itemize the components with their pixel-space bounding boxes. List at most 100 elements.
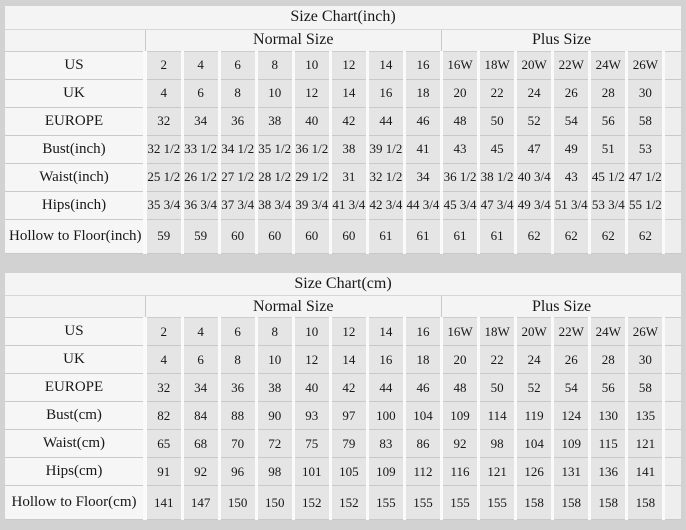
table-cell: 72 xyxy=(254,429,294,458)
table-cell: 40 3/4 xyxy=(514,163,553,192)
table-cell: 16 xyxy=(365,345,405,374)
table-cell: 158 xyxy=(588,485,627,520)
table-cell: 53 3/4 xyxy=(588,191,627,220)
table-cell: 18W xyxy=(477,51,516,80)
table-cell: 158 xyxy=(625,485,664,520)
table-row: EUROPE 32 34 36 38 40 42 44 46 48 50 52 54 56 58 xyxy=(5,373,681,402)
table-cell: 4 xyxy=(180,317,220,346)
row-label: Waist(cm) xyxy=(5,429,145,458)
table-cell: 155 xyxy=(402,485,442,520)
filler-cell xyxy=(662,107,681,136)
table-cell: 34 xyxy=(180,373,220,402)
table-cell: 61 xyxy=(365,219,405,254)
table-cell: 126 xyxy=(514,457,553,486)
table-cell: 115 xyxy=(588,429,627,458)
table-cell: 51 3/4 xyxy=(551,191,590,220)
table-cell: 26 xyxy=(551,79,590,108)
table-cell: 152 xyxy=(328,485,368,520)
table-cell: 83 xyxy=(365,429,405,458)
table-cell: 32 xyxy=(142,373,183,402)
table-cell: 28 xyxy=(588,79,627,108)
table-cell: 10 xyxy=(254,79,294,108)
table-cell: 12 xyxy=(291,79,331,108)
table-cell: 10 xyxy=(291,317,331,346)
table-cell: 60 xyxy=(291,219,331,254)
row-label: Bust(inch) xyxy=(5,135,145,164)
size-chart-table-cm: Size Chart(cm) Normal Size Plus Size US 2… xyxy=(5,272,681,520)
table-cell: 38 xyxy=(254,373,294,402)
table-cell: 47 3/4 xyxy=(477,191,516,220)
row-label: Hips(cm) xyxy=(5,457,145,486)
row-label: Bust(cm) xyxy=(5,401,145,430)
table-cell: 12 xyxy=(291,345,331,374)
group-header-plus-size: Plus Size xyxy=(441,29,681,52)
table-row: UK 4 6 8 10 12 14 16 18 20 22 24 26 28 30 xyxy=(5,345,681,374)
table-cell: 36 1/2 xyxy=(439,163,479,192)
table-row: Hollow to Floor(cm) 141 147 150 150 152 152 155… xyxy=(5,485,681,520)
table-cell: 18W xyxy=(477,317,516,346)
table-cell: 44 xyxy=(365,373,405,402)
table-cell: 104 xyxy=(514,429,553,458)
table-cell: 22 xyxy=(477,79,516,108)
table-cell: 116 xyxy=(439,457,479,486)
table-cell: 61 xyxy=(402,219,442,254)
row-label: Hips(inch) xyxy=(5,191,145,220)
table-cell: 22W xyxy=(551,317,590,346)
table-cell: 141 xyxy=(142,485,183,520)
table-cell: 31 xyxy=(328,163,368,192)
table-cell: 20 xyxy=(439,345,479,374)
table-cell: 38 xyxy=(328,135,368,164)
table-row: Hips(cm) 91 92 96 98 101 105 109 112 116 121 126 131… xyxy=(5,457,681,486)
table-cell: 29 1/2 xyxy=(291,163,331,192)
group-header-plus-size: Plus Size xyxy=(441,295,681,318)
table-cell: 59 xyxy=(142,219,183,254)
table-cell: 84 xyxy=(180,401,220,430)
table-cell: 65 xyxy=(142,429,183,458)
table-cell: 54 xyxy=(551,373,590,402)
table-cell: 96 xyxy=(217,457,257,486)
row-label: Hollow to Floor(inch) xyxy=(5,219,145,254)
table-cell: 45 3/4 xyxy=(439,191,479,220)
table-cell: 46 xyxy=(402,373,442,402)
table-cell: 50 xyxy=(477,373,516,402)
table-cell: 25 1/2 xyxy=(142,163,183,192)
table-cell: 6 xyxy=(217,317,257,346)
table-cell: 136 xyxy=(588,457,627,486)
table-cell: 86 xyxy=(402,429,442,458)
table-cell: 8 xyxy=(217,79,257,108)
row-label: UK xyxy=(5,79,145,108)
table-cell: 131 xyxy=(551,457,590,486)
table-cell: 62 xyxy=(625,219,664,254)
table-cell: 109 xyxy=(551,429,590,458)
table-cell: 88 xyxy=(217,401,257,430)
table-cell: 16 xyxy=(402,51,442,80)
table-cell: 35 3/4 xyxy=(142,191,183,220)
table-cell: 6 xyxy=(217,51,257,80)
table-cell: 2 xyxy=(142,317,183,346)
table-cell: 98 xyxy=(254,457,294,486)
table-cell: 158 xyxy=(551,485,590,520)
table-cell: 56 xyxy=(588,107,627,136)
table-cell: 36 xyxy=(217,373,257,402)
table-cell: 38 xyxy=(254,107,294,136)
table-cell: 8 xyxy=(254,51,294,80)
table-cell: 70 xyxy=(217,429,257,458)
table-cell: 147 xyxy=(180,485,220,520)
filler-cell xyxy=(662,191,681,220)
table-cell: 61 xyxy=(477,219,516,254)
table-cell: 100 xyxy=(365,401,405,430)
column-group-row: Normal Size Plus Size xyxy=(5,295,681,318)
table-row: Waist(cm) 65 68 70 72 75 79 83 86 92 98 104 109 115 12… xyxy=(5,429,681,458)
table-cell: 28 1/2 xyxy=(254,163,294,192)
table-cell: 12 xyxy=(328,317,368,346)
table-row: Waist(inch) 25 1/2 26 1/2 27 1/2 28 1/2 29 1/… xyxy=(5,163,681,192)
table-cell: 155 xyxy=(365,485,405,520)
table-cell: 104 xyxy=(402,401,442,430)
table-row: Hips(inch) 35 3/4 36 3/4 37 3/4 38 3/4 39 3/4… xyxy=(5,191,681,220)
table-cell: 51 xyxy=(588,135,627,164)
row-label: US xyxy=(5,317,145,346)
table-cell: 44 3/4 xyxy=(402,191,442,220)
table-cell: 112 xyxy=(402,457,442,486)
row-label: UK xyxy=(5,345,145,374)
table-cell: 34 xyxy=(180,107,220,136)
